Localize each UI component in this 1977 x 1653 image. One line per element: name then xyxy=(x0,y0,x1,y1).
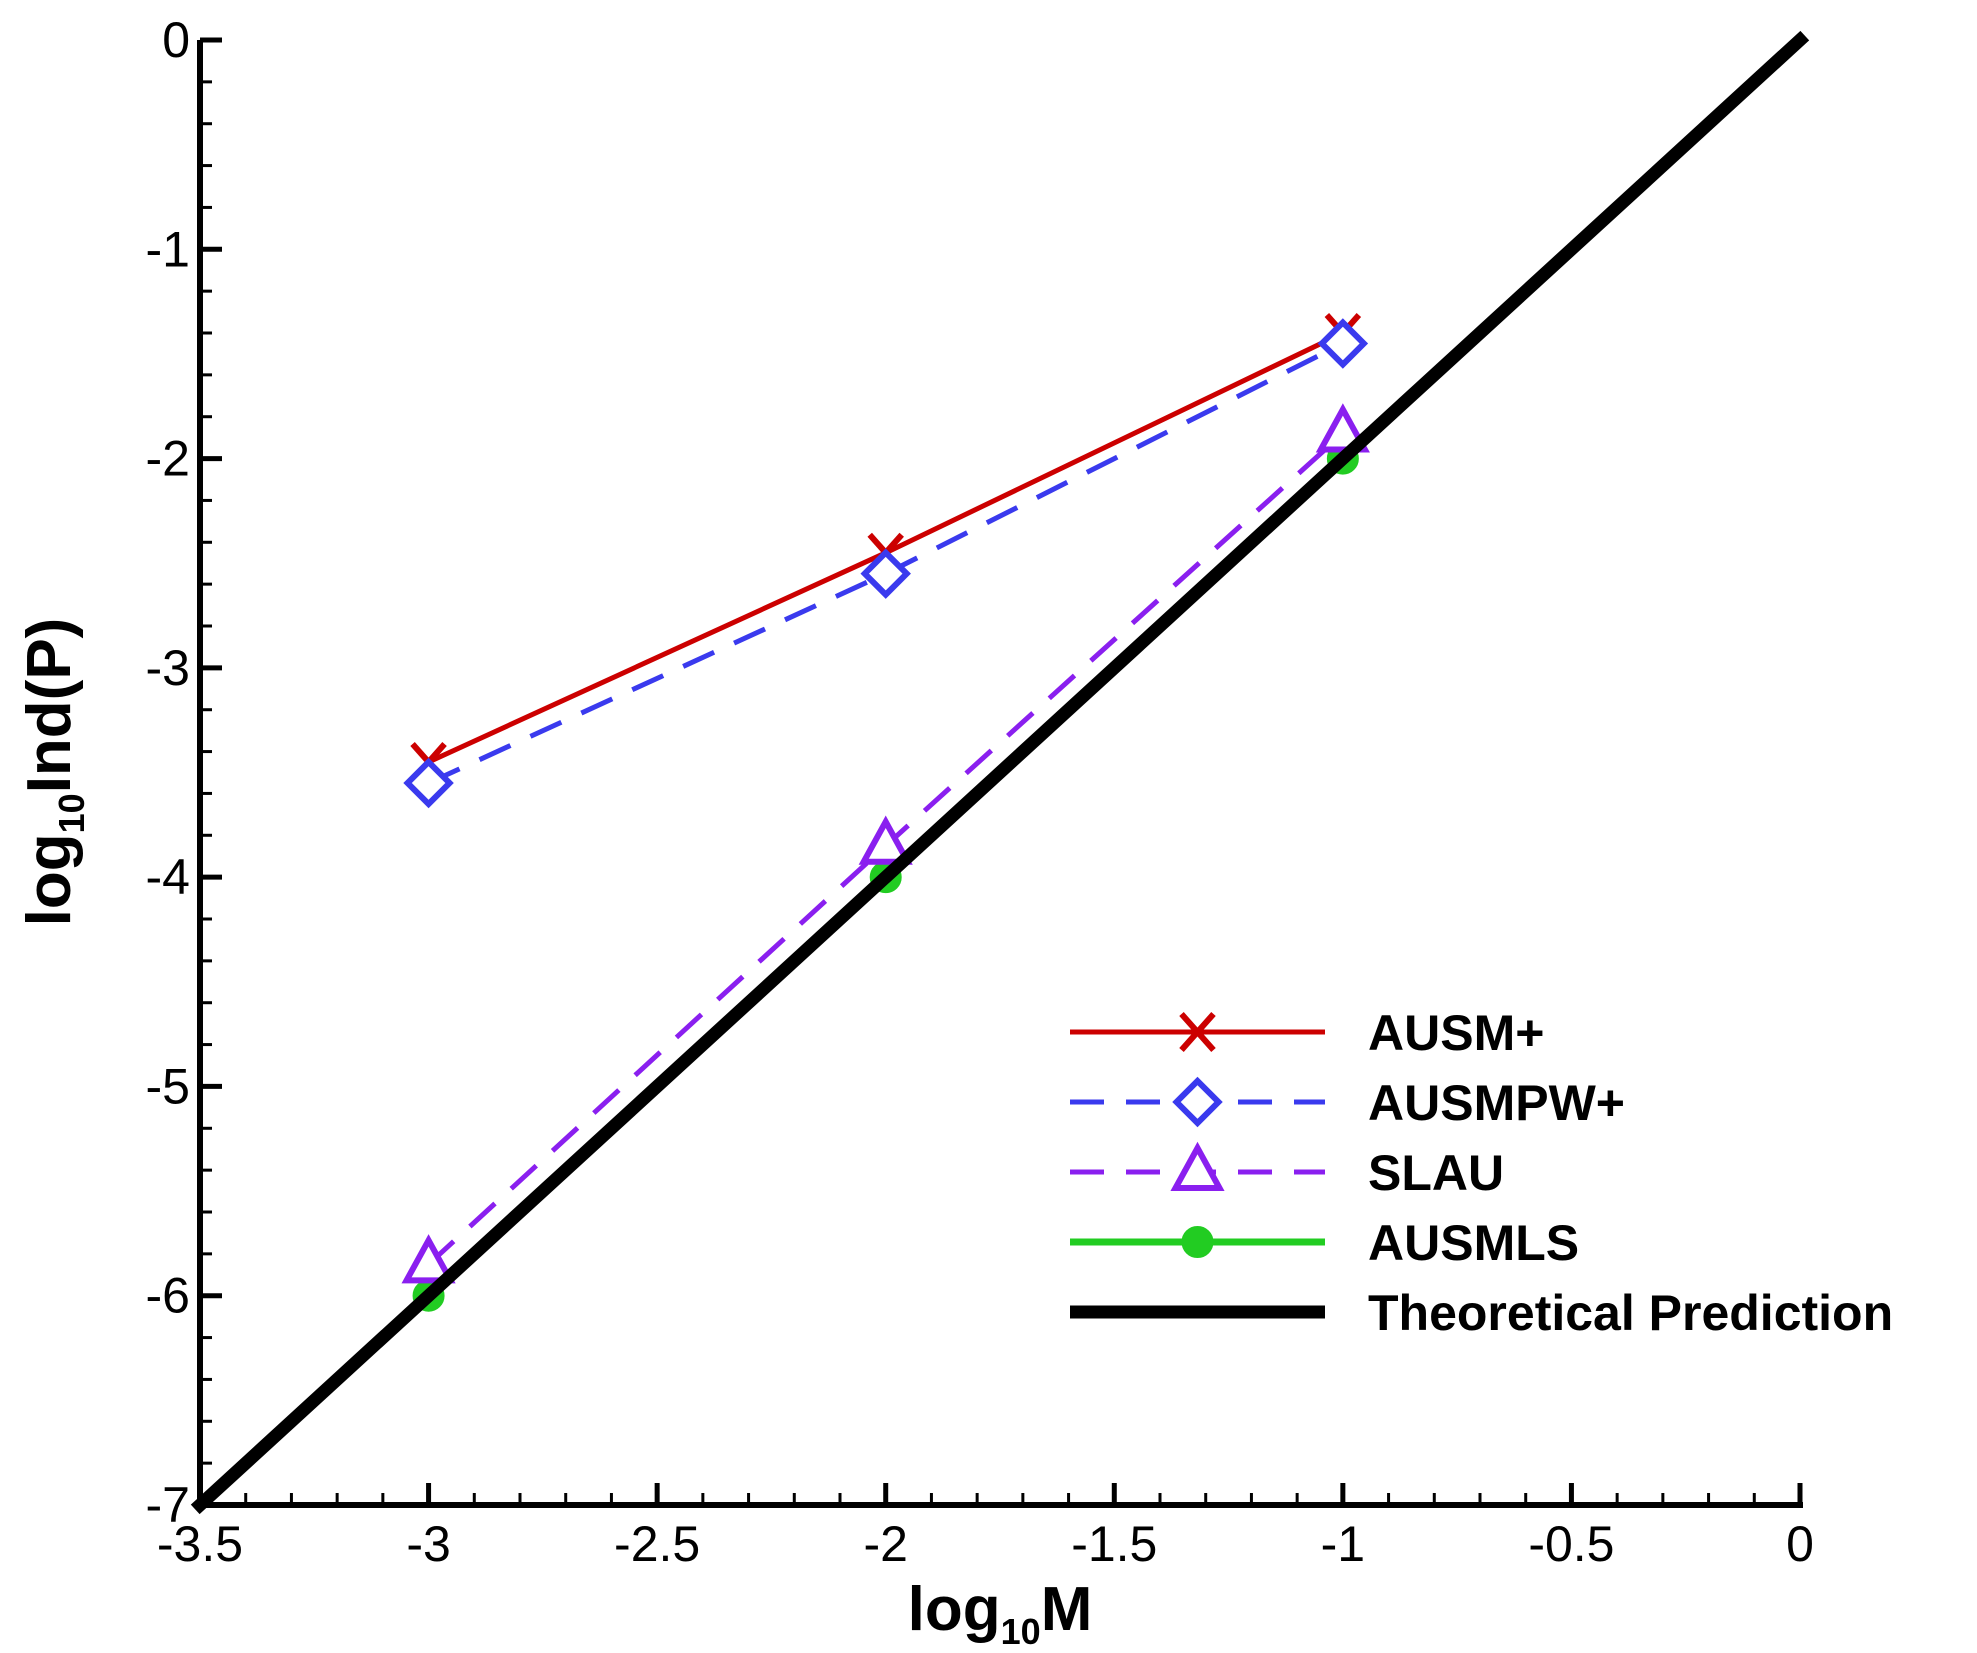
x-axis-title-base: log xyxy=(908,1575,1001,1644)
legend-marker xyxy=(1179,1012,1216,1052)
series-slau xyxy=(401,403,1370,1284)
legend-label: AUSM+ xyxy=(1368,1005,1544,1061)
y-tick-label: -7 xyxy=(146,1477,190,1533)
x-tick-label: -0.5 xyxy=(1528,1516,1614,1572)
y-axis-title: log10Ind(P) xyxy=(15,618,92,927)
legend-item-slau: SLAU xyxy=(1070,1141,1504,1201)
data-point-ausmpw xyxy=(1317,318,1369,369)
series-ausmpw xyxy=(403,318,1369,809)
data-point-ausmpw xyxy=(860,548,911,599)
y-tick-label: -5 xyxy=(146,1058,190,1114)
x-axis-title: log10M xyxy=(908,1575,1093,1652)
y-axis-title-sub: 10 xyxy=(51,793,92,833)
x-axis-title-sub: 10 xyxy=(1001,1611,1041,1652)
y-tick-label: -6 xyxy=(146,1268,190,1324)
legend-item-theoretical-prediction: Theoretical Prediction xyxy=(1070,1285,1893,1341)
x-tick-label: 0 xyxy=(1786,1516,1814,1572)
series-line-ausmpw xyxy=(427,341,1345,786)
x-tick-label: -1 xyxy=(1321,1516,1365,1572)
series-line-ausm xyxy=(427,330,1344,765)
legend-marker xyxy=(1172,1076,1223,1128)
x-tick-label: -2.5 xyxy=(614,1516,700,1572)
legend-item-ausm: AUSM+ xyxy=(1070,1005,1544,1061)
x-tick-label: -2 xyxy=(863,1516,907,1572)
plot-area xyxy=(190,30,1810,1515)
series-theoretical-prediction xyxy=(190,30,1810,1515)
y-tick-label: -4 xyxy=(146,849,190,905)
legend-marker xyxy=(1181,1226,1214,1258)
legend-label: SLAU xyxy=(1368,1145,1504,1201)
y-axis-title-rest: Ind(P) xyxy=(15,618,84,794)
legend-label: AUSMLS xyxy=(1368,1215,1579,1271)
legend-item-ausmls: AUSMLS xyxy=(1070,1215,1579,1271)
data-point-ausmpw xyxy=(403,757,454,809)
tick-labels: -3.5 -3 -2.5 -2 -1.5 -1 -0.5 0 0 -1 -2 -3 -4 -5 -6 -7 xyxy=(146,12,1814,1572)
legend-label: Theoretical Prediction xyxy=(1368,1285,1893,1341)
data-point-slau xyxy=(401,1234,456,1284)
y-tick-label: -3 xyxy=(146,640,190,696)
legend: AUSM+ AUSMPW+ SLAU AUSMLS Theoretical Predic… xyxy=(1070,1005,1893,1341)
x-tick-label: -1.5 xyxy=(1071,1516,1157,1572)
y-tick-label: 0 xyxy=(162,12,190,68)
data-point-slau xyxy=(858,815,913,865)
legend-item-ausmpw: AUSMPW+ xyxy=(1070,1075,1625,1131)
x-axis-title-rest: M xyxy=(1041,1575,1093,1644)
legend-label: AUSMPW+ xyxy=(1368,1075,1625,1131)
y-axis-title-base: log xyxy=(15,833,84,926)
x-tick-label: -3.5 xyxy=(157,1516,243,1572)
series-line-theoretical-prediction xyxy=(190,30,1810,1515)
data-point-slau xyxy=(1315,403,1370,453)
x-tick-label: -3 xyxy=(406,1516,450,1572)
y-tick-label: -1 xyxy=(146,221,190,277)
x-marker-stroke xyxy=(1179,1012,1216,1052)
y-tick-label: -2 xyxy=(146,431,190,487)
legend-marker xyxy=(1170,1141,1225,1191)
